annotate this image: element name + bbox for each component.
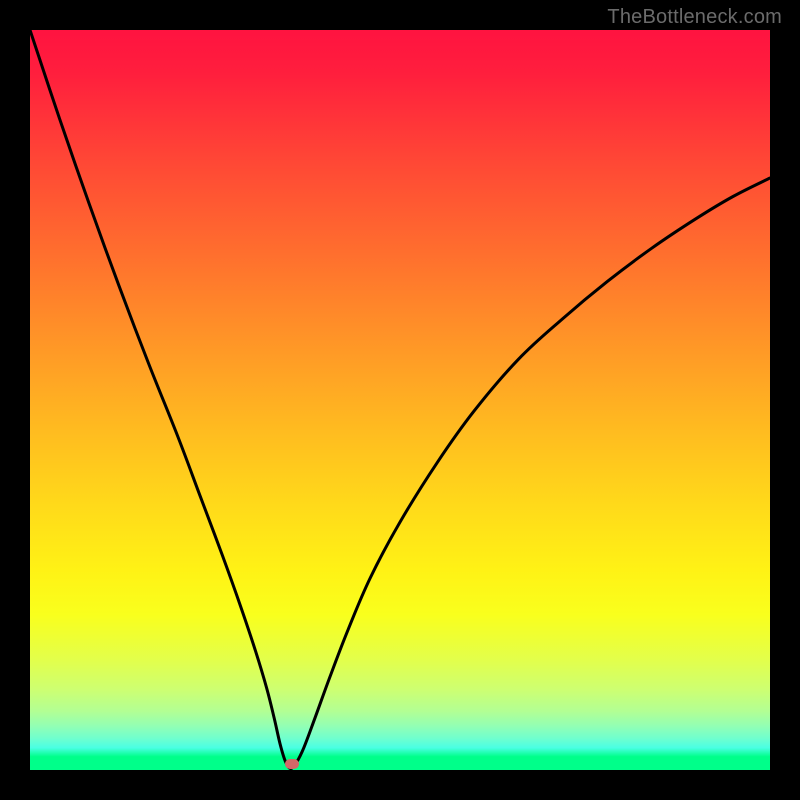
- optimal-point-marker: [285, 759, 299, 769]
- bottleneck-curve: [30, 30, 770, 770]
- watermark-text: TheBottleneck.com: [607, 6, 782, 29]
- plot-area: [30, 30, 770, 770]
